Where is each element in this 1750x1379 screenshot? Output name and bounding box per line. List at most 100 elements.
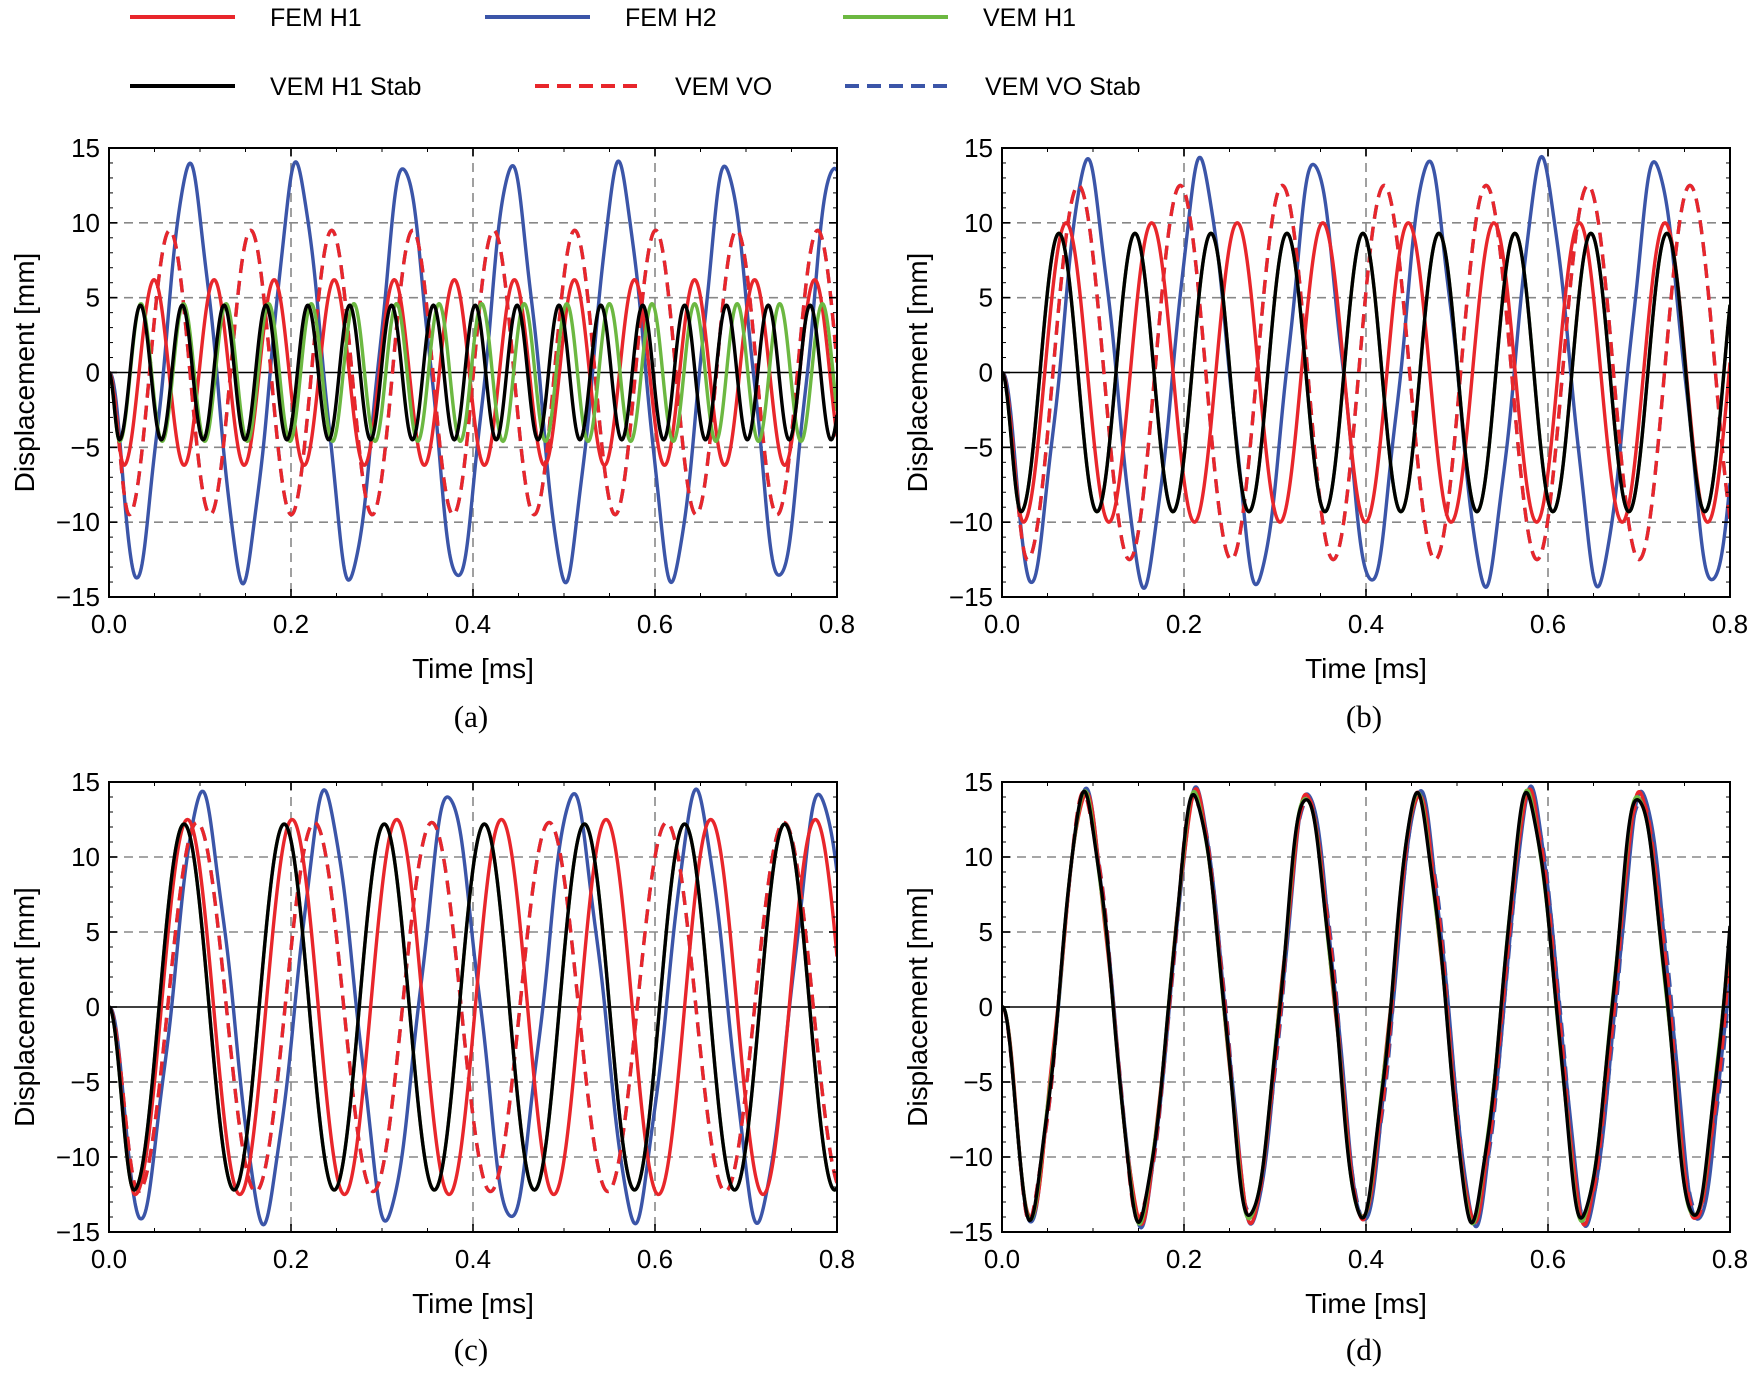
y-tick-label: 0 (979, 358, 993, 388)
chart-panel-a: 0.0 0.2 0.4 0.6 0.8 15 10 5 0 −5 −10 −15 Time [ms] Di… (9, 133, 855, 734)
series-group (1002, 784, 1730, 1230)
y-tick-label: 10 (964, 842, 993, 872)
y-tick-label: 10 (71, 208, 100, 238)
panel-caption: (b) (1346, 699, 1382, 734)
series-fem-h1 (109, 278, 837, 467)
series-fem-h1 (1002, 221, 1730, 524)
x-tick-label: 0.8 (819, 609, 855, 639)
chart-panel-b: 0.0 0.2 0.4 0.6 0.8 15 10 5 0 −5 −10 −15 Time [ms] Di… (902, 133, 1748, 734)
x-axis-label: Time [ms] (1305, 653, 1427, 684)
legend-item-fem-h1: FEM H1 (130, 4, 362, 32)
legend-item-vem-vo-stab: VEM VO Stab (845, 73, 1141, 101)
y-tick-label: 5 (979, 917, 993, 947)
y-tick-label: −10 (56, 1142, 100, 1172)
legend-item-fem-h2: FEM H2 (485, 4, 717, 32)
panel-caption: (d) (1346, 1332, 1382, 1367)
legend-item-vem-vo: VEM VO (535, 73, 772, 101)
x-tick-label: 0.6 (1530, 609, 1566, 639)
series-fem-h2 (109, 159, 837, 586)
y-tick-label: 5 (86, 917, 100, 947)
x-tick-label: 0.8 (819, 1244, 855, 1274)
y-tick-label: 5 (86, 283, 100, 313)
y-axis-label: Displacement [mm] (902, 253, 933, 493)
axes: 0.0 0.2 0.4 0.6 0.8 15 10 5 0 −5 −10 −15 (949, 767, 1748, 1274)
y-tick-label: 15 (71, 767, 100, 797)
x-tick-label: 0.4 (1348, 1244, 1384, 1274)
series-group (1002, 154, 1730, 590)
axes: 0.0 0.2 0.4 0.6 0.8 15 10 5 0 −5 −10 −15 (56, 133, 855, 639)
x-tick-label: 0.6 (1530, 1244, 1566, 1274)
legend-item-vem-h1: VEM H1 (843, 4, 1076, 32)
x-axis-label: Time [ms] (1305, 1288, 1427, 1319)
y-tick-label: −15 (949, 1217, 993, 1247)
y-tick-label: −5 (963, 1067, 993, 1097)
y-tick-label: 15 (964, 133, 993, 163)
x-tick-label: 0.2 (273, 1244, 309, 1274)
y-tick-label: 15 (71, 133, 100, 163)
x-axis-label: Time [ms] (412, 1288, 534, 1319)
series-vem-h1-stab (1002, 231, 1730, 514)
gridlines (1002, 148, 1730, 597)
x-tick-label: 0.4 (1348, 609, 1384, 639)
y-tick-label: −5 (70, 432, 100, 462)
legend-label: FEM H2 (625, 4, 717, 32)
panel-caption: (c) (454, 1332, 488, 1367)
y-tick-label: 10 (71, 842, 100, 872)
x-tick-label: 0.6 (637, 609, 673, 639)
x-tick-label: 0.8 (1712, 1244, 1748, 1274)
series-vem-h1-stab (109, 822, 837, 1192)
y-tick-label: 0 (86, 992, 100, 1022)
legend-label: VEM H1 (983, 4, 1076, 32)
x-tick-label: 0.6 (637, 1244, 673, 1274)
y-tick-label: −15 (949, 582, 993, 612)
legend-item-vem-h1-stab: VEM H1 Stab (130, 73, 421, 101)
x-tick-label: 0.0 (984, 1244, 1020, 1274)
series-vem-h1-stab (109, 303, 837, 442)
series-fem-h2 (109, 787, 837, 1227)
y-tick-label: −15 (56, 582, 100, 612)
x-tick-label: 0.0 (984, 609, 1020, 639)
y-tick-label: 10 (964, 208, 993, 238)
y-tick-label: −5 (963, 432, 993, 462)
y-axis-label: Displacement [mm] (9, 253, 40, 493)
series-vem-vo (1002, 183, 1730, 562)
legend: FEM H1 FEM H2 VEM H1 VEM H1 Stab VEM VO VEM V… (130, 4, 1141, 101)
chart-panel-c: 0.0 0.2 0.4 0.6 0.8 15 10 5 0 −5 −10 −15 Time [ms] Di… (9, 767, 855, 1367)
x-tick-label: 0.0 (91, 1244, 127, 1274)
legend-label: VEM VO (675, 73, 772, 101)
chart-panel-d: 0.0 0.2 0.4 0.6 0.8 15 10 5 0 −5 −10 −15 Time [ms] Di… (902, 767, 1748, 1367)
y-tick-label: 15 (964, 767, 993, 797)
legend-label: VEM H1 Stab (270, 73, 421, 101)
x-tick-label: 0.2 (273, 609, 309, 639)
series-vem-vo (109, 820, 837, 1194)
y-tick-label: −5 (70, 1067, 100, 1097)
series-vem-h1-stab (1002, 789, 1730, 1225)
legend-label: FEM H1 (270, 4, 362, 32)
y-tick-label: −10 (949, 507, 993, 537)
y-axis-label: Displacement [mm] (9, 887, 40, 1127)
x-axis-label: Time [ms] (412, 653, 534, 684)
y-tick-label: 0 (86, 358, 100, 388)
panel-caption: (a) (454, 699, 488, 734)
x-tick-label: 0.8 (1712, 609, 1748, 639)
legend-label: VEM VO Stab (985, 73, 1141, 101)
series-fem-h1 (109, 817, 837, 1197)
y-tick-label: 0 (979, 992, 993, 1022)
y-tick-label: −10 (949, 1142, 993, 1172)
y-axis-label: Displacement [mm] (902, 887, 933, 1127)
y-tick-label: 5 (979, 283, 993, 313)
x-tick-label: 0.2 (1166, 1244, 1202, 1274)
axes: 0.0 0.2 0.4 0.6 0.8 15 10 5 0 −5 −10 −15 (949, 133, 1748, 639)
series-group (109, 787, 837, 1227)
y-tick-label: −15 (56, 1217, 100, 1247)
x-tick-label: 0.4 (455, 1244, 491, 1274)
y-tick-label: −10 (56, 507, 100, 537)
chart-panels: 0.0 0.2 0.4 0.6 0.8 15 10 5 0 −5 −10 −15 Time [ms] Di… (9, 133, 1748, 1367)
x-tick-label: 0.0 (91, 609, 127, 639)
x-tick-label: 0.4 (455, 609, 491, 639)
x-tick-label: 0.2 (1166, 609, 1202, 639)
axes: 0.0 0.2 0.4 0.6 0.8 15 10 5 0 −5 −10 −15 (56, 767, 855, 1274)
series-vem-h1 (109, 301, 837, 444)
gridlines (1002, 782, 1730, 1232)
